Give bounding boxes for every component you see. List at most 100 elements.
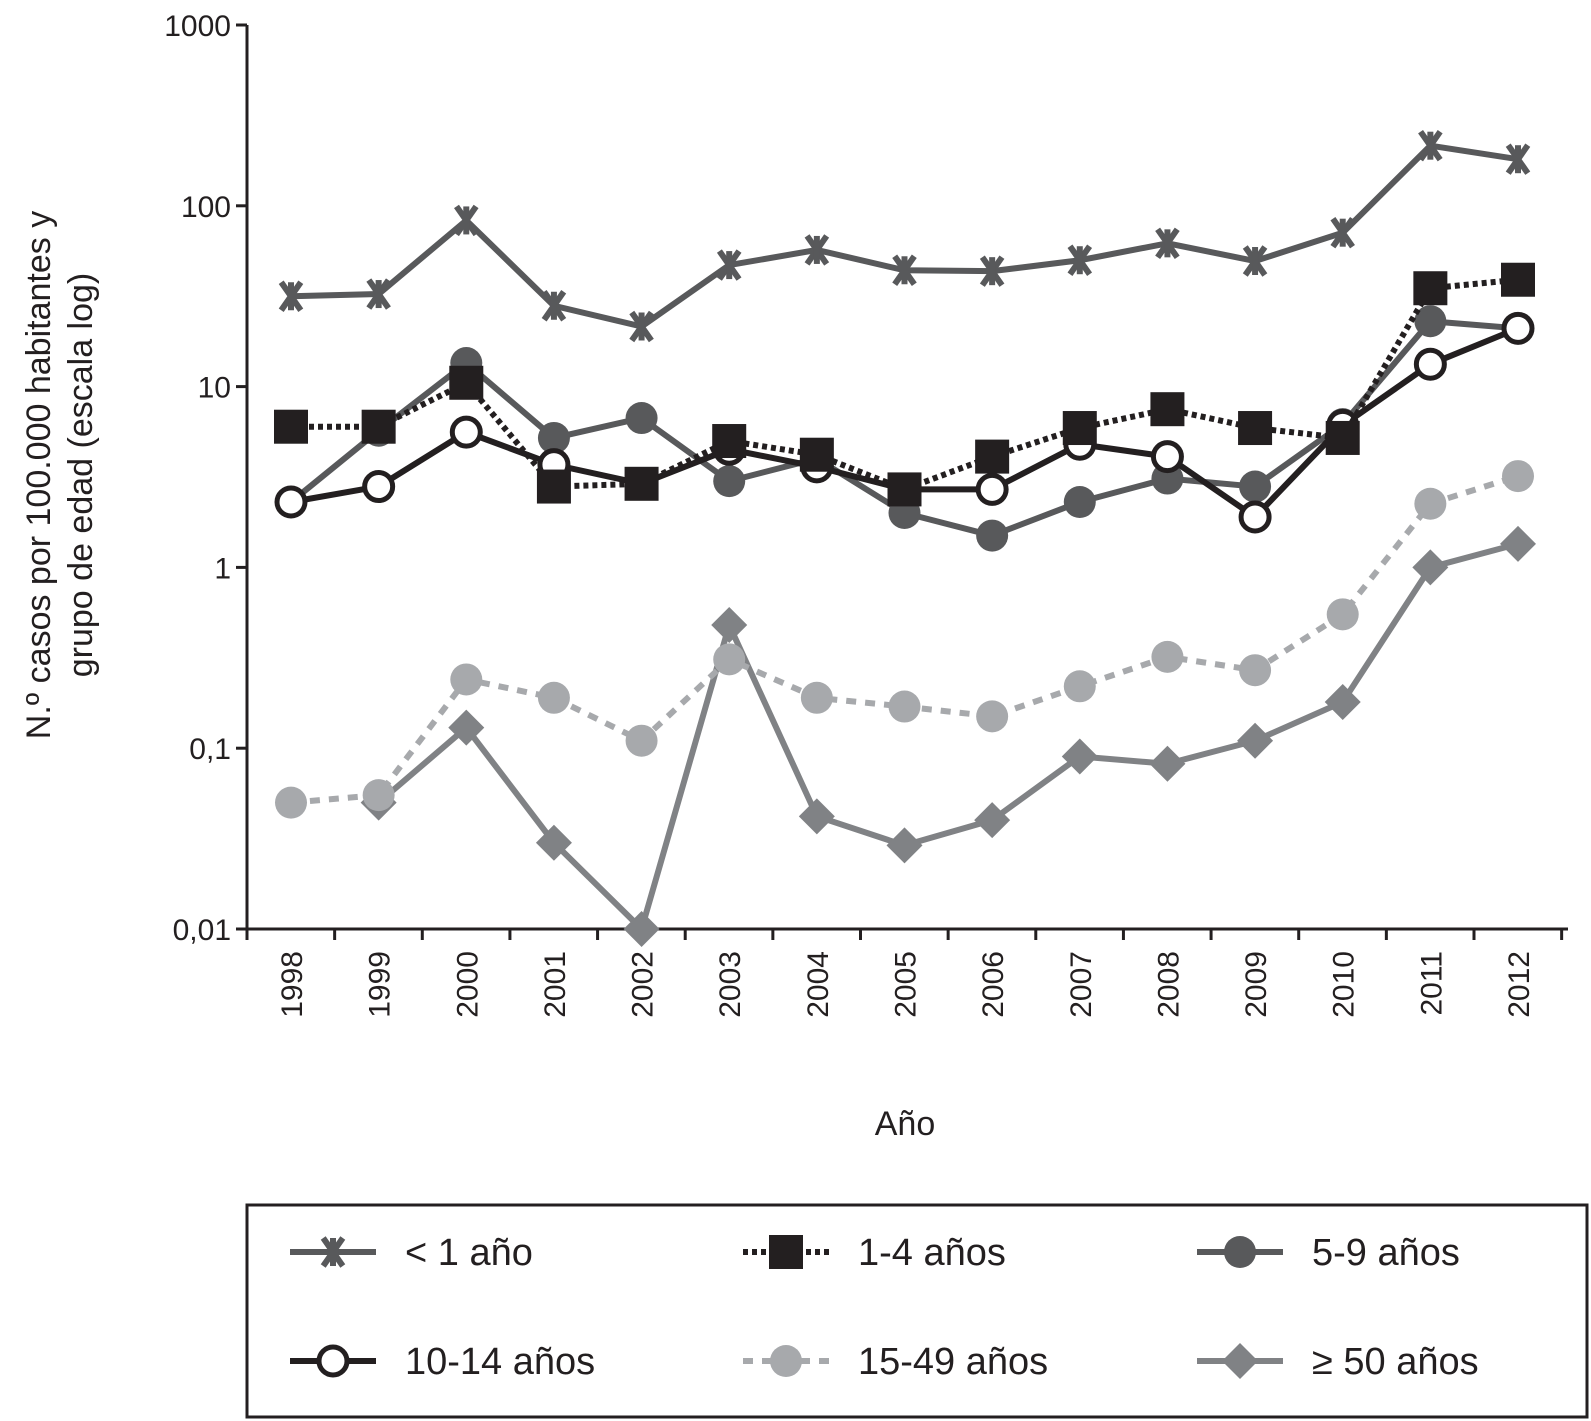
legend-item: 1-4 años: [743, 1232, 1006, 1274]
data-point: [713, 643, 746, 676]
x-tick-label: 2006: [977, 951, 1010, 1018]
data-point: [1414, 305, 1447, 338]
legend-item: 10-14 años: [290, 1341, 595, 1383]
data-point: [362, 779, 395, 812]
legend-label: ≥ 50 años: [1312, 1341, 1479, 1383]
data-point: [449, 415, 483, 449]
data-point: [623, 911, 660, 947]
data-point: [361, 409, 396, 444]
data-point: [974, 802, 1011, 839]
data-point: [1500, 525, 1536, 562]
x-tick-label: 2005: [890, 951, 923, 1018]
x-tick-label: 2001: [539, 951, 572, 1018]
legend-label: 1-4 años: [858, 1232, 1006, 1274]
data-point: [713, 465, 746, 498]
data-point: [1063, 670, 1096, 703]
data-point: [454, 204, 479, 237]
data-point: [449, 365, 484, 400]
y-tick-label: 1000: [164, 10, 231, 43]
data-point: [1149, 745, 1186, 782]
legend-label: 5-9 años: [1312, 1232, 1460, 1274]
data-point: [448, 709, 485, 746]
y-tick-label: 100: [181, 191, 231, 224]
data-point: [886, 827, 923, 864]
series-layer: [274, 129, 1536, 947]
data-point: [1242, 245, 1268, 277]
data-point: [1502, 460, 1534, 493]
series-line: [376, 540, 1519, 935]
data-point: [979, 255, 1005, 287]
data-point: [975, 472, 1009, 506]
data-point: [892, 254, 917, 286]
y-ticks: 1000 100 10 1 0,1 0,01: [164, 10, 247, 947]
data-point: [1505, 143, 1531, 175]
data-point: [1151, 640, 1184, 673]
data-point: [1324, 684, 1361, 721]
legend-label: < 1 año: [405, 1232, 533, 1274]
series-0: [278, 129, 1531, 343]
x-tick-label: 2007: [1065, 951, 1098, 1018]
legend-label: 15-49 años: [858, 1341, 1048, 1383]
legend-label: 10-14 años: [405, 1341, 595, 1383]
x-tick-label: 2002: [627, 951, 660, 1018]
data-point: [888, 690, 921, 723]
y-axis-title: N.º casos por 100.000 habitantes y grupo…: [20, 211, 100, 739]
data-point: [1238, 500, 1272, 534]
legend-marker-icon: [769, 1235, 803, 1269]
y-tick-label: 1: [214, 552, 231, 585]
data-point: [1413, 347, 1447, 381]
data-point: [1067, 244, 1093, 276]
legend-box: [245, 1203, 1589, 1419]
y-tick-label: 0,1: [189, 733, 231, 766]
x-tick-label: 2004: [802, 951, 835, 1018]
data-point: [541, 290, 567, 322]
data-point: [887, 472, 922, 507]
data-point: [1061, 738, 1098, 775]
data-point: [976, 700, 1009, 733]
data-point: [716, 249, 742, 281]
y-tick-label: 0,01: [173, 914, 231, 947]
series-1: [274, 262, 1535, 507]
data-point: [1501, 262, 1535, 297]
data-point: [275, 786, 307, 819]
axes: [245, 25, 1568, 931]
data-point: [1239, 470, 1272, 503]
legend-marker-icon: [1222, 1343, 1258, 1379]
data-point: [1238, 411, 1273, 446]
data-point: [625, 402, 658, 435]
data-point: [362, 470, 396, 504]
data-point: [798, 798, 835, 835]
data-point: [975, 439, 1010, 474]
data-point: [274, 485, 308, 519]
data-point: [535, 824, 572, 861]
data-point: [1155, 227, 1180, 260]
legend-item: 5-9 años: [1197, 1232, 1460, 1274]
data-point: [799, 437, 834, 472]
y-tick-label: 10: [198, 372, 231, 405]
legend-marker-icon: [316, 1344, 350, 1378]
x-axis-title: Año: [875, 1105, 936, 1143]
data-point: [711, 607, 748, 644]
data-point: [1063, 485, 1096, 518]
data-point: [629, 310, 654, 343]
data-point: [1414, 487, 1447, 520]
data-point: [1326, 598, 1359, 631]
data-point: [1150, 392, 1185, 427]
data-point: [1413, 271, 1448, 306]
data-point: [537, 681, 570, 714]
data-point: [1330, 216, 1355, 249]
y-axis-title-line-2: grupo de edad (escala log): [62, 273, 100, 678]
series-5: [360, 525, 1536, 947]
data-point: [1239, 654, 1272, 687]
legend: < 1 año 1-4 años 5-9 años 10-14 años 15-49 a…: [245, 1203, 1589, 1419]
legend-item: 15-49 años: [743, 1341, 1048, 1383]
legend-marker-icon: [770, 1345, 802, 1377]
x-tick-label: 1998: [276, 951, 309, 1018]
x-tick-label: 2010: [1328, 951, 1361, 1018]
data-point: [1501, 311, 1535, 345]
data-point: [712, 424, 747, 459]
legend-marker-icon: [320, 1236, 346, 1268]
x-tick-label: 2012: [1503, 951, 1536, 1018]
data-point: [976, 519, 1009, 552]
y-axis-title-line-1: N.º casos por 100.000 habitantes y: [20, 211, 58, 739]
